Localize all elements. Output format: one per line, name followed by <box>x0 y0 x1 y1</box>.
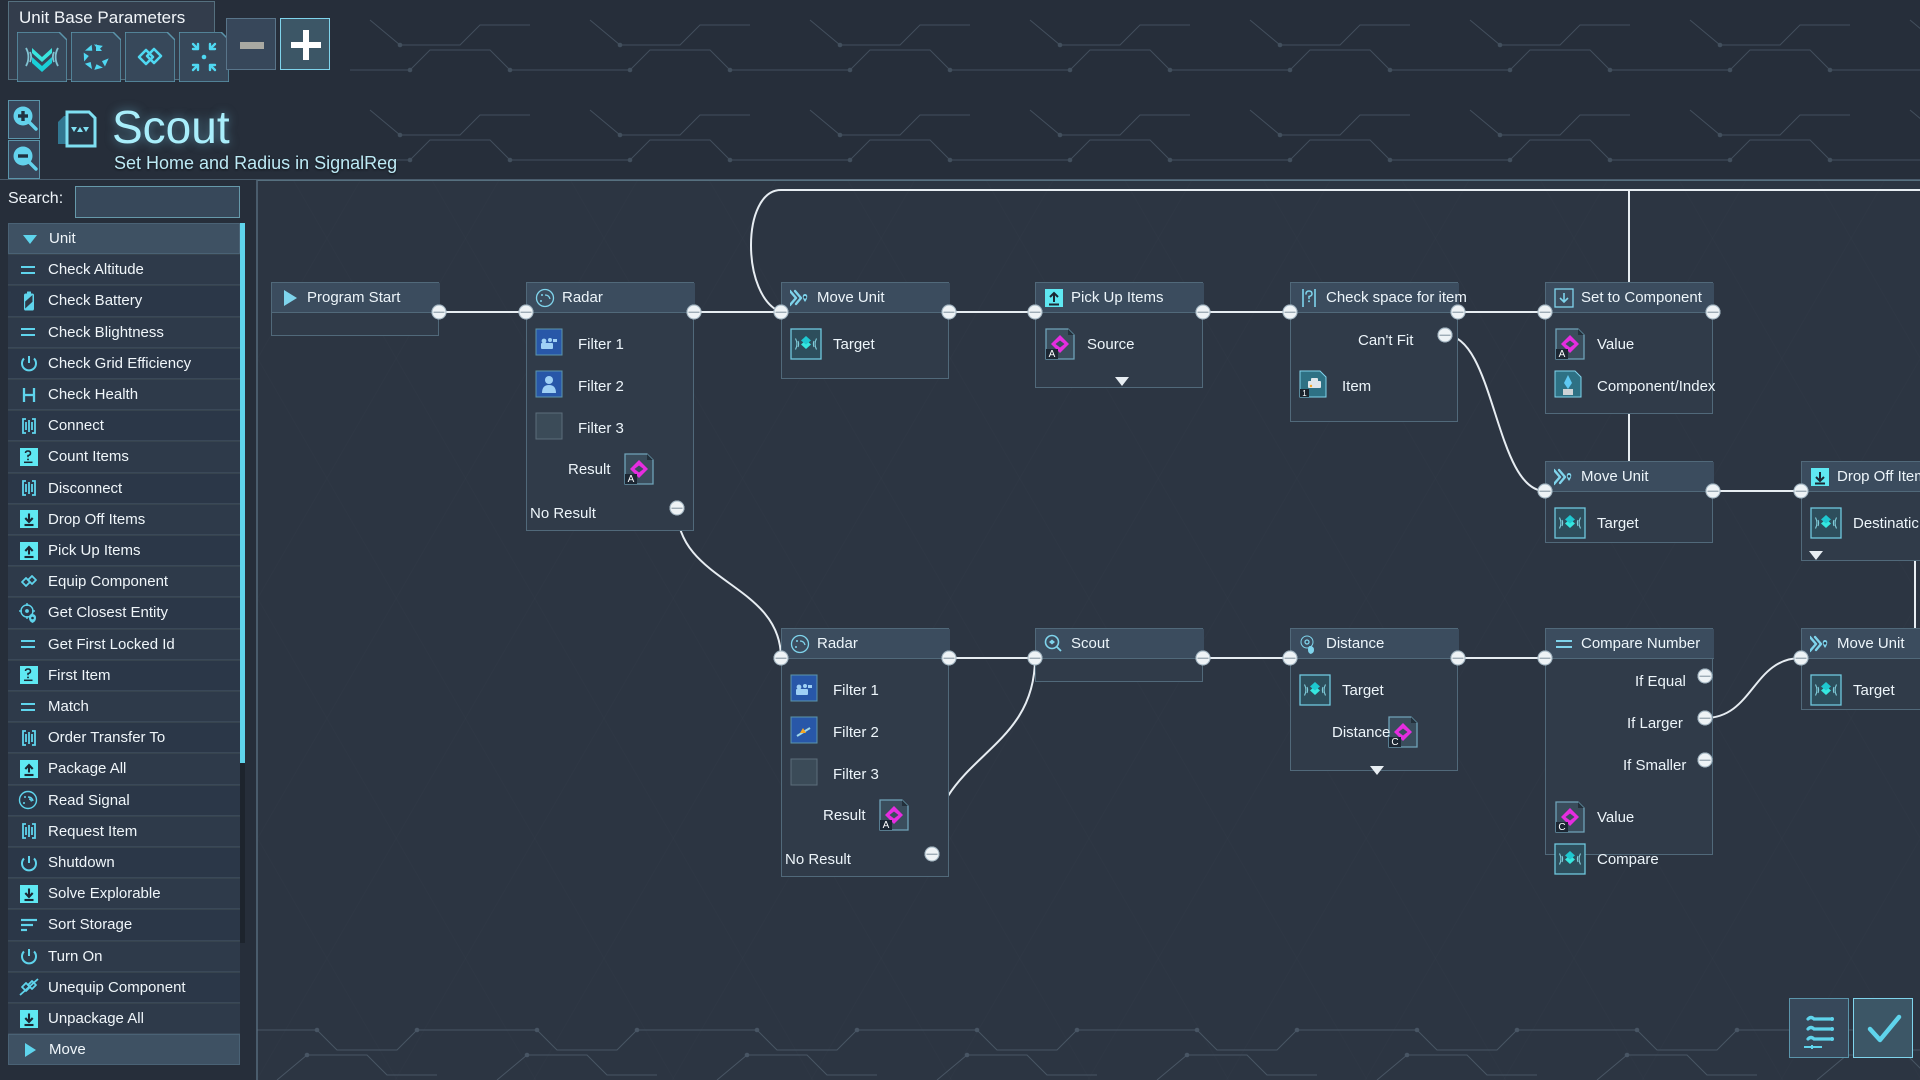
svg-text:A: A <box>1559 349 1566 360</box>
svg-text:C: C <box>1558 822 1565 833</box>
svg-text:A: A <box>1049 349 1056 360</box>
svg-text:A: A <box>883 820 890 831</box>
svg-text:C: C <box>1391 737 1398 748</box>
svg-text:A: A <box>628 474 635 485</box>
svg-text:1: 1 <box>1302 389 1307 398</box>
